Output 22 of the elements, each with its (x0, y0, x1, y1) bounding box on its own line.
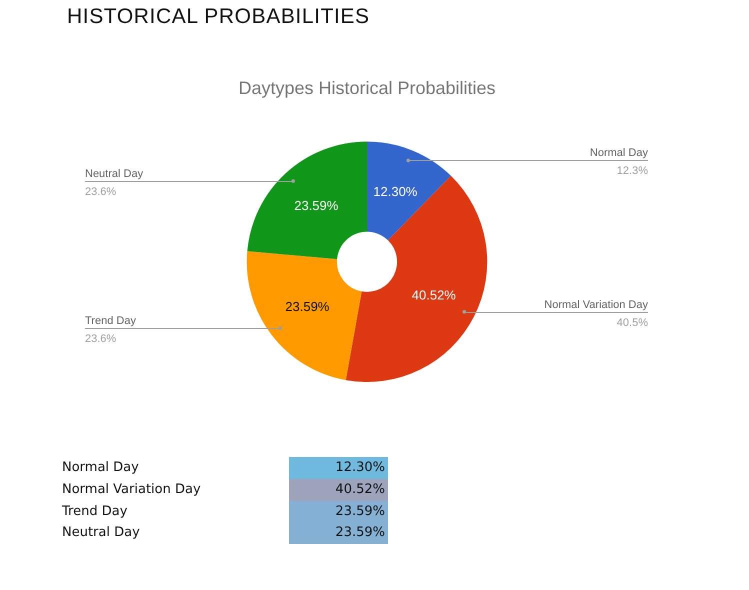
text: 23.6% (85, 186, 116, 198)
slice-label: Normal Day (590, 147, 648, 159)
data-label: 23.59% (285, 298, 330, 314)
category-label: Normal Variation Day (62, 482, 201, 497)
text: 12.30% (335, 460, 385, 475)
data-label: 40.52% (412, 288, 456, 303)
text: 23.6% (85, 333, 116, 345)
text: 12.3% (616, 165, 648, 177)
slice-label: Trend Day (85, 315, 136, 327)
category-label: Neutral Day (62, 525, 140, 540)
category-label: Normal Day (62, 460, 139, 475)
text: 40.5% (616, 317, 648, 329)
slice-label: Normal Variation Day (544, 299, 648, 311)
category-label: Trend Day (62, 504, 128, 518)
chart-title: HISTORICAL PROBABILITIES (67, 5, 370, 29)
text: 23.59% (335, 525, 385, 540)
chart-subtitle: Daytypes Historical Probabilities (238, 78, 496, 98)
text: 40.52% (335, 482, 385, 497)
text: 23.59% (335, 504, 385, 518)
data-label: 23.59% (294, 198, 339, 213)
data-label: 12.30% (373, 184, 418, 199)
slice-label: Neutral Day (85, 168, 144, 180)
